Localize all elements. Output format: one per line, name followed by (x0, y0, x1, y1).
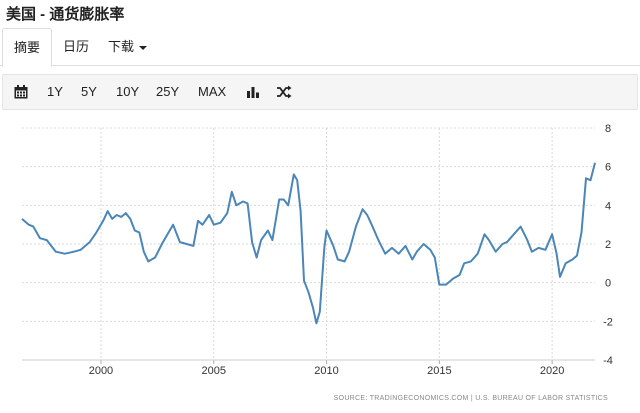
y-tick-label: 6 (605, 162, 611, 174)
tab-calendar[interactable]: 日历 (63, 39, 90, 54)
range-10y-button[interactable]: 10Y (116, 84, 140, 99)
x-tick-label: 2000 (89, 365, 113, 377)
x-tick-label: 2015 (427, 365, 451, 377)
range-1y-button[interactable]: 1Y (47, 84, 63, 99)
y-tick-label: -4 (603, 355, 613, 367)
y-tick-label: 0 (605, 278, 611, 290)
chart-source: SOURCE: TRADINGECONOMICS.COM | U.S. BURE… (334, 395, 608, 402)
range-25y-button[interactable]: 25Y (156, 84, 180, 99)
calendar-icon[interactable] (13, 84, 29, 100)
shuffle-icon[interactable] (276, 84, 292, 100)
tab-bar: 摘要 日历 下载 (0, 28, 640, 67)
x-tick-label: 2020 (540, 365, 564, 377)
caret-down-icon (139, 45, 148, 50)
tab-download-label: 下载 (108, 39, 135, 54)
x-tick-label: 2010 (314, 365, 338, 377)
chart-series (21, 162, 596, 325)
tab-summary[interactable]: 摘要 (2, 28, 52, 67)
page-header: 美国 - 通货膨胀率 (0, 0, 640, 26)
y-tick-label: 8 (605, 123, 611, 135)
y-tick-label: 2 (605, 239, 611, 251)
y-tick-label: 4 (605, 200, 611, 212)
inflation-line-chart: 8 6 4 2 0 -2 -4 2000 2005 2010 2015 2020 SOURCE: TR… (21, 123, 613, 402)
range-5y-button[interactable]: 5Y (81, 84, 97, 99)
chart-axes: 8 6 4 2 0 -2 -4 2000 2005 2010 2015 2020 (22, 123, 613, 377)
series-line (21, 162, 596, 325)
chart-grid (22, 127, 595, 361)
chart-toolbar: 1Y 5Y 10Y 25Y MAX (2, 74, 638, 110)
x-tick-label: 2005 (202, 365, 226, 377)
page-title: 美国 - 通货膨胀率 (6, 6, 125, 23)
tab-download[interactable]: 下载 (108, 28, 148, 66)
inflation-chart: 8 6 4 2 0 -2 -4 2000 2005 2010 2015 2020 SOURCE: TR… (0, 112, 640, 413)
bar-chart-icon[interactable] (245, 84, 261, 100)
range-max-button[interactable]: MAX (198, 84, 227, 99)
y-tick-label: -2 (603, 316, 613, 328)
